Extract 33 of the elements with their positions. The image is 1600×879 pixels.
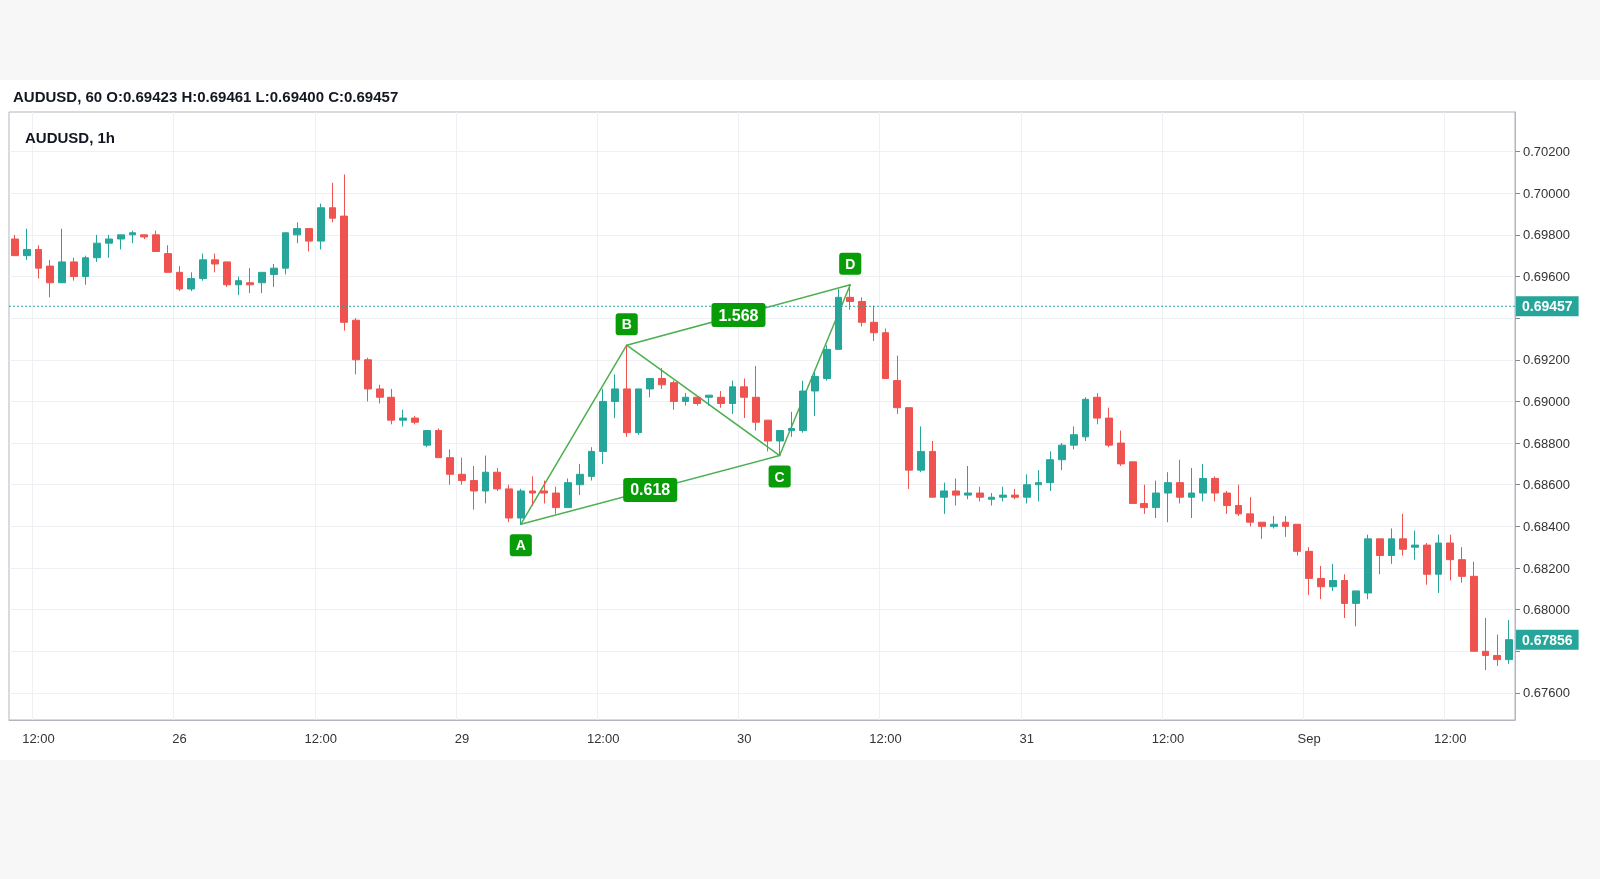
y-tick-label: 0.68600 bbox=[1523, 477, 1570, 493]
y-tick-label: 0.69000 bbox=[1523, 393, 1570, 409]
x-tick-label: 12:00 bbox=[1151, 731, 1185, 746]
y-tick-label: 0.67600 bbox=[1523, 685, 1570, 701]
y-tick-label: 0.68000 bbox=[1523, 602, 1570, 618]
y-tick-label: 0.69200 bbox=[1523, 352, 1570, 368]
y-tick-label: 0.69800 bbox=[1523, 227, 1570, 243]
y-tick-label: 0.68400 bbox=[1523, 518, 1570, 534]
x-tick-label: 12:00 bbox=[304, 731, 338, 746]
x-tick-label: 12:00 bbox=[1434, 731, 1467, 746]
x-tick-label: 12:00 bbox=[869, 731, 902, 746]
data-label: D bbox=[845, 255, 856, 272]
ref-line-label: 0.69457 bbox=[1522, 298, 1573, 315]
y-tick-label: 0.70200 bbox=[1523, 144, 1570, 160]
data-label: B bbox=[621, 316, 632, 333]
y-tick-label: 0.68200 bbox=[1523, 560, 1570, 576]
data-label: A bbox=[515, 537, 526, 554]
y-tick-label: 0.68800 bbox=[1523, 435, 1570, 451]
text: AUDUSD, 1h bbox=[25, 129, 116, 146]
y-tick-label: 0.69600 bbox=[1523, 268, 1570, 284]
text: 0.67856 bbox=[1522, 631, 1573, 648]
x-tick-label: 26 bbox=[172, 731, 187, 746]
series-label: 1.568 bbox=[718, 306, 759, 324]
x-tick-label: 12:00 bbox=[586, 731, 620, 746]
x-tick-label: 30 bbox=[737, 731, 752, 746]
x-tick-label: 12:00 bbox=[22, 731, 55, 746]
x-tick-label: 29 bbox=[454, 731, 470, 746]
series-label: 0.618 bbox=[630, 481, 671, 499]
data-label: C bbox=[774, 468, 785, 485]
chart-title: AUDUSD, 60 O:0.69423 H:0.69461 L:0.69400 C:0.69457 bbox=[13, 88, 399, 105]
y-tick-label: 0.70000 bbox=[1523, 185, 1570, 201]
x-tick-label: 31 bbox=[1019, 731, 1034, 746]
x-tick-label: Sep bbox=[1297, 731, 1321, 746]
